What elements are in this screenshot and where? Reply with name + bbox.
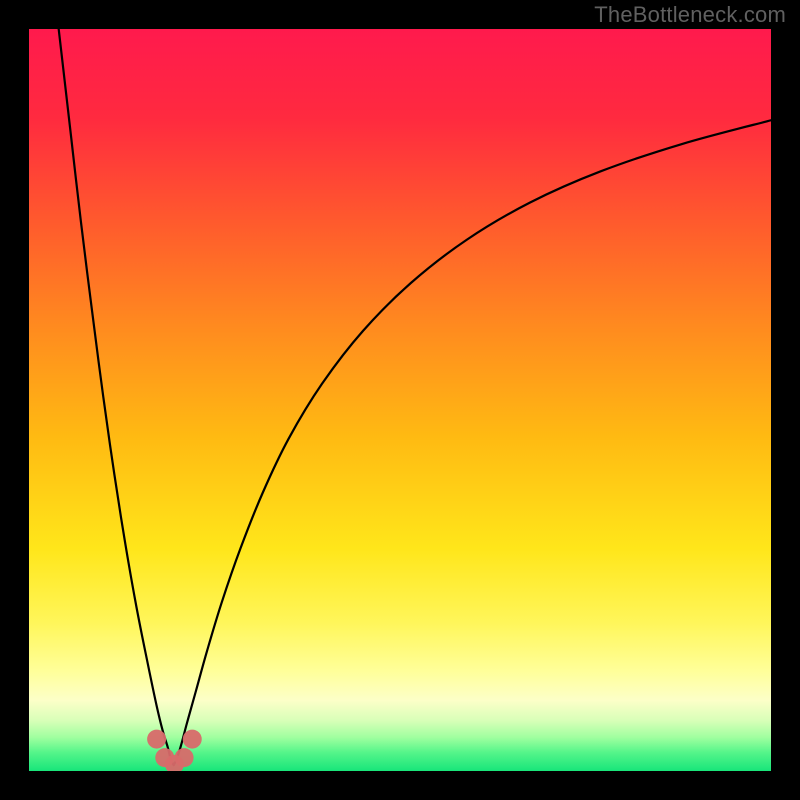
curve-left-branch: [59, 29, 174, 765]
valley-marker: [175, 748, 194, 767]
plot-area: [29, 29, 771, 771]
plot-curves-layer: [29, 29, 771, 771]
chart-frame: TheBottleneck.com: [0, 0, 800, 800]
curve-right-branch: [174, 120, 771, 765]
valley-markers: [147, 730, 202, 771]
watermark-text: TheBottleneck.com: [594, 2, 786, 28]
valley-marker: [147, 730, 166, 749]
valley-marker: [183, 730, 202, 749]
